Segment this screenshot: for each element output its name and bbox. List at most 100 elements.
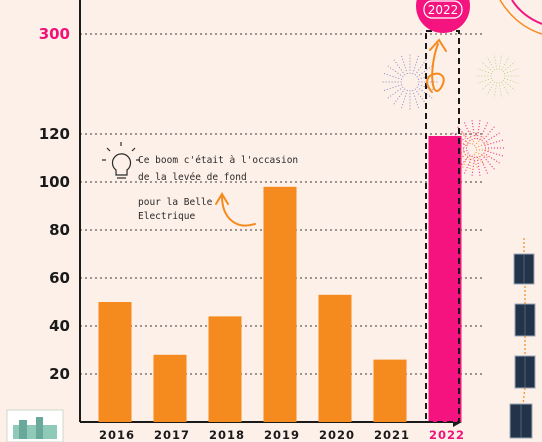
event-logo — [6, 409, 64, 442]
firework-spark — [483, 131, 502, 144]
firework-spark — [484, 139, 505, 146]
fireworks-decoration — [382, 54, 520, 178]
firework-spark — [500, 81, 510, 96]
firework-spark — [479, 120, 489, 141]
firework-spark — [476, 118, 481, 140]
firework-spark — [400, 89, 408, 109]
bar-2019 — [263, 186, 297, 422]
firework-spark — [498, 82, 503, 98]
firework-spark — [483, 152, 502, 165]
firework-spark — [461, 131, 469, 145]
x-tick-label: 2016 — [99, 428, 135, 442]
firework-spark — [463, 155, 473, 176]
bar-2017 — [153, 354, 187, 422]
decorative-swirl — [511, 0, 542, 25]
firework-spark — [450, 131, 469, 144]
upward-arrow-head — [429, 38, 447, 52]
y-tick-label: 60 — [49, 269, 70, 287]
firework-spark — [493, 82, 498, 98]
firework-spark — [455, 125, 471, 142]
solar-panels-decoration — [509, 238, 536, 439]
firework-spark — [447, 139, 468, 146]
annotation-arrow-icon — [221, 195, 256, 227]
panel-connector — [522, 238, 526, 405]
y-tick-label: 20 — [49, 365, 70, 383]
firework-spark — [414, 88, 427, 105]
bar-2016 — [98, 302, 132, 422]
firework-spark — [481, 125, 497, 142]
firework-spark — [383, 72, 403, 80]
firework-spark — [473, 153, 485, 165]
x-tick-label: 2020 — [319, 428, 355, 442]
firework-spark — [502, 61, 516, 73]
firework-spark — [504, 68, 519, 75]
bar-2020 — [318, 294, 352, 422]
firework-spark — [416, 86, 433, 99]
firework-spark — [416, 65, 433, 78]
firework-spark — [480, 61, 494, 73]
firework-spark — [461, 155, 469, 169]
y-tick-label: 120 — [39, 125, 70, 143]
firework-spark — [414, 59, 427, 76]
annotation-line-1: Ce boom c'était à l'occasion — [138, 155, 298, 166]
x-tick-labels: 2016 2017 2018 2019 2020 2021 2022 — [99, 428, 465, 442]
firework-spark — [471, 118, 476, 140]
firework-spark — [476, 156, 481, 178]
firework-spark — [493, 54, 498, 70]
firework-spark — [473, 135, 485, 147]
firework-spark — [486, 56, 496, 71]
firework-spark — [412, 55, 420, 75]
firework-spark — [484, 150, 505, 157]
highlight-frame — [425, 30, 460, 423]
firework-spark — [504, 77, 519, 84]
annotation-line-4: Electrique — [138, 211, 195, 222]
x-tick-label: 2019 — [264, 428, 300, 442]
x-tick-label: 2021 — [374, 428, 410, 442]
firework-spark — [471, 155, 479, 169]
x-tick-label: 2022 — [429, 428, 465, 442]
y-tick-label: 80 — [49, 221, 70, 239]
annotation: Ce boom c'était à l'occasion de la levée… — [102, 142, 298, 227]
y-tick-label: 40 — [49, 317, 70, 335]
firework-spark — [475, 141, 489, 149]
annotation-arrow-head — [215, 192, 229, 205]
bar-2018 — [208, 316, 242, 422]
firework-spark — [400, 55, 408, 75]
firework-spark — [475, 151, 489, 159]
firework-spark — [471, 156, 476, 178]
firework-spark — [477, 68, 492, 75]
badge-text: 2022 — [428, 3, 459, 17]
decorative-swirl-2 — [499, 0, 542, 35]
x-tick-label: 2017 — [154, 428, 190, 442]
y-tick-label: 100 — [39, 173, 70, 191]
firework-spark — [455, 154, 471, 171]
firework-spark — [471, 131, 479, 145]
bars — [98, 136, 462, 422]
firework-spark — [480, 79, 494, 91]
lightbulb-icon — [102, 142, 140, 179]
firework-spark — [463, 120, 473, 141]
firework-spark — [481, 154, 497, 171]
firework-spark — [387, 65, 404, 78]
firework-spark — [486, 81, 496, 96]
firework-spark — [498, 54, 503, 70]
upward-arrow-icon — [426, 43, 445, 93]
x-tick-label: 2018 — [209, 428, 245, 442]
firework-spark — [447, 150, 468, 157]
firework-spark — [500, 56, 510, 71]
firework-spark — [393, 59, 406, 76]
firework-spark — [387, 86, 404, 99]
bar-2022 — [428, 136, 462, 422]
firework-spark — [417, 72, 437, 80]
firework-spark — [477, 77, 492, 84]
annotation-line-3: pour la Belle — [138, 197, 213, 208]
firework-spark — [479, 155, 489, 176]
y-tick-labels: 20 40 60 80 100 120 300 — [39, 25, 70, 383]
bar-2021 — [373, 359, 407, 422]
firework-spark — [412, 89, 420, 109]
firework-spark — [393, 88, 406, 105]
year-badge: 2022 — [416, 0, 470, 33]
annotation-line-2: de la levée de fond — [138, 172, 247, 183]
firework-spark — [502, 79, 516, 91]
